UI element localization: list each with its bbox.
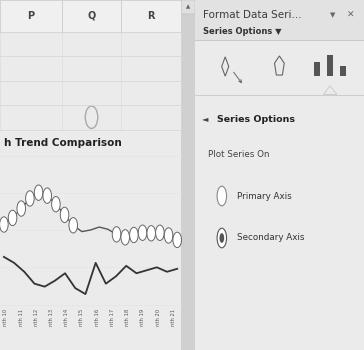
FancyBboxPatch shape	[181, 0, 195, 350]
Text: Series Options: Series Options	[217, 114, 295, 124]
Circle shape	[130, 227, 138, 243]
Text: Plot Series On: Plot Series On	[208, 149, 270, 159]
Circle shape	[164, 228, 173, 243]
Text: R: R	[147, 11, 155, 21]
Circle shape	[60, 207, 69, 223]
Circle shape	[121, 230, 130, 245]
Circle shape	[219, 233, 224, 243]
Circle shape	[173, 232, 182, 247]
Text: Secondary Axis: Secondary Axis	[237, 233, 304, 243]
Circle shape	[69, 218, 78, 233]
Circle shape	[217, 228, 226, 248]
Text: nth 15: nth 15	[79, 309, 84, 326]
Text: ▼: ▼	[330, 12, 336, 18]
Circle shape	[112, 227, 121, 242]
FancyBboxPatch shape	[327, 55, 333, 76]
Text: nth 12: nth 12	[34, 309, 39, 326]
Circle shape	[25, 191, 34, 206]
Text: nth 16: nth 16	[95, 309, 100, 326]
Text: Format Data Seri...: Format Data Seri...	[203, 10, 302, 20]
Text: Q: Q	[87, 11, 96, 21]
Text: nth 14: nth 14	[64, 309, 69, 326]
Text: ◄: ◄	[202, 114, 208, 124]
Text: h Trend Comparison: h Trend Comparison	[4, 138, 122, 148]
Circle shape	[8, 210, 17, 226]
Polygon shape	[323, 86, 337, 94]
Text: Series Options ▼: Series Options ▼	[203, 27, 282, 36]
Circle shape	[217, 186, 226, 206]
Circle shape	[34, 185, 43, 201]
Text: nth 18: nth 18	[125, 309, 130, 326]
Circle shape	[138, 225, 147, 240]
Text: P: P	[28, 11, 35, 21]
Text: nth 20: nth 20	[155, 309, 161, 326]
FancyBboxPatch shape	[314, 62, 320, 76]
Text: nth 17: nth 17	[110, 309, 115, 326]
Text: nth 19: nth 19	[141, 309, 145, 326]
Circle shape	[17, 201, 25, 216]
Text: nth 11: nth 11	[19, 309, 24, 326]
FancyBboxPatch shape	[121, 0, 181, 32]
FancyBboxPatch shape	[181, 0, 195, 14]
Text: ✕: ✕	[347, 11, 355, 20]
Circle shape	[147, 226, 155, 241]
Text: nth 21: nth 21	[171, 309, 176, 326]
FancyBboxPatch shape	[195, 0, 364, 40]
Text: nth 13: nth 13	[49, 309, 54, 326]
Text: ▲: ▲	[186, 5, 190, 9]
FancyBboxPatch shape	[340, 65, 346, 76]
Circle shape	[52, 196, 60, 212]
Circle shape	[43, 188, 52, 203]
Circle shape	[0, 217, 8, 232]
Text: nth 10: nth 10	[3, 309, 8, 326]
Text: Primary Axis: Primary Axis	[237, 191, 292, 201]
Circle shape	[155, 225, 164, 240]
FancyBboxPatch shape	[62, 0, 121, 32]
FancyBboxPatch shape	[0, 0, 62, 32]
